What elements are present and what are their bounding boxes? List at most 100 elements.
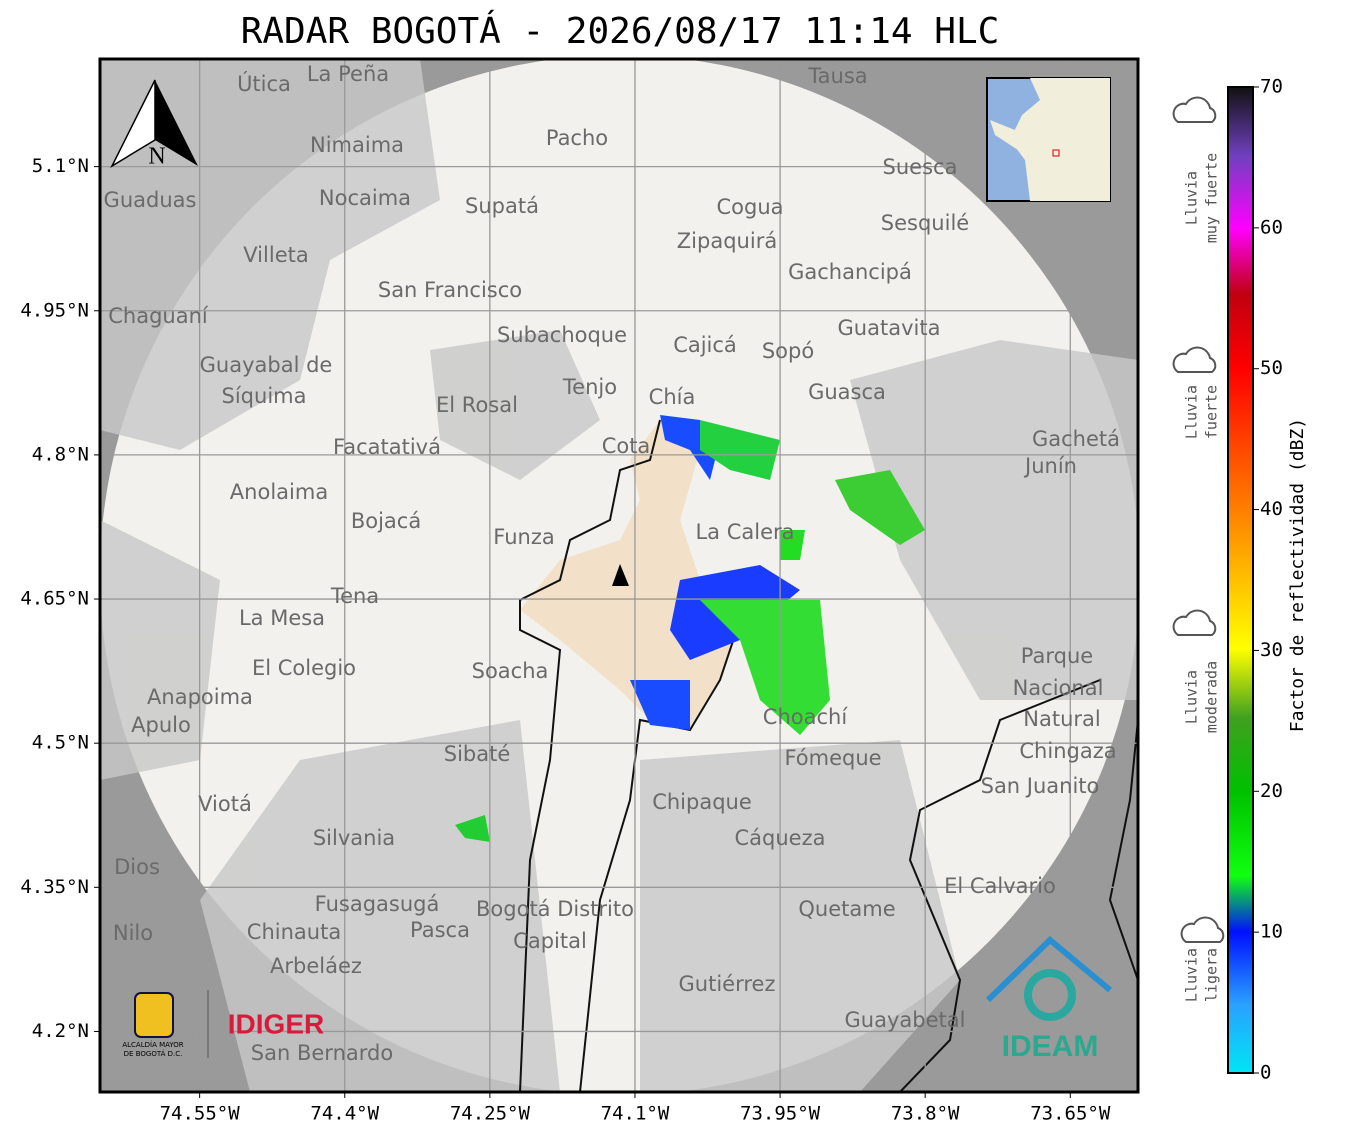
place-label: Anapoima <box>147 685 253 709</box>
place-label: Sibaté <box>444 742 511 766</box>
place-label: Subachoque <box>497 323 627 347</box>
place-label: Apulo <box>131 713 191 737</box>
place-label: Junín <box>1023 454 1077 478</box>
place-label: Cogua <box>716 195 783 219</box>
place-label: Bogotá Distrito <box>476 897 634 921</box>
place-label: Cajicá <box>673 333 737 357</box>
place-label: Cáqueza <box>735 826 826 850</box>
y-tick-label: 4.65°N <box>20 588 89 610</box>
place-label: Facatativá <box>333 435 441 459</box>
place-label: San Juanito <box>981 774 1100 798</box>
place-label: Nilo <box>113 921 153 945</box>
place-label: Capital <box>513 929 587 953</box>
intensity-label: Lluvia <box>1183 670 1201 724</box>
place-label: Gutiérrez <box>679 972 776 996</box>
place-label: Guaduas <box>104 188 197 212</box>
intensity-label: Lluvia <box>1183 171 1201 225</box>
intensity-label: fuerte <box>1203 385 1221 439</box>
place-label: El Rosal <box>436 393 518 417</box>
place-label: Útica <box>237 71 291 96</box>
colorbar-tick-label: 20 <box>1260 780 1283 802</box>
place-label: Guayabal de <box>200 353 333 377</box>
grid <box>100 59 1138 1092</box>
colorbar-tick-label: 60 <box>1260 216 1283 238</box>
place-label: Arbeláez <box>270 954 362 978</box>
colorbar-ticks: 0 10 20 30 40 50 60 70 <box>1253 76 1283 1084</box>
intensity-label: muy fuerte <box>1203 153 1221 243</box>
logo-idiger: IDIGER <box>228 1008 324 1039</box>
logo-ideam: IDEAM <box>985 935 1112 1063</box>
place-label: La Calera <box>695 520 794 544</box>
place-label: Síquima <box>222 384 307 408</box>
x-tick-label: 73.65°W <box>1030 1103 1111 1125</box>
place-label: Nimaima <box>310 133 404 157</box>
place-label: Suesca <box>883 155 958 179</box>
place-label: Parque <box>1021 644 1093 668</box>
colorbar-tick-label: 40 <box>1260 498 1283 520</box>
place-label: Tenjo <box>562 375 617 399</box>
place-label: Silvania <box>313 826 395 850</box>
place-label: Natural <box>1023 707 1100 731</box>
colorbar-tick-label: 70 <box>1260 76 1283 98</box>
place-label: San Francisco <box>378 278 522 302</box>
map-area: La Peña Útica Tausa Pacho Nimaima Nocaima Supa… <box>100 59 1138 1092</box>
place-label: Chaguaní <box>108 304 209 328</box>
place-label: Gachancipá <box>788 260 912 284</box>
logo-text: ALCALDÍA MAYOR <box>122 1040 183 1049</box>
x-tick-label: 74.25°W <box>450 1103 531 1125</box>
colorbar-tick-label: 0 <box>1260 1062 1271 1084</box>
place-label: Anolaima <box>230 480 328 504</box>
intensity-label: moderada <box>1203 661 1221 733</box>
place-label: Nacional <box>1013 676 1104 700</box>
place-label: Tausa <box>807 64 867 88</box>
x-tick-label: 73.8°W <box>891 1103 960 1125</box>
place-label: Choachí <box>763 705 849 729</box>
map-title: RADAR BOGOTÁ - 2026/08/17 11:14 HLC <box>241 10 1000 52</box>
place-label: Supatá <box>465 194 539 218</box>
place-label: El Calvario <box>944 874 1056 898</box>
logo-text: DE BOGOTÁ D.C. <box>124 1049 183 1058</box>
radar-echoes <box>455 415 925 842</box>
x-tick-label: 74.55°W <box>160 1103 241 1125</box>
place-label: Chingaza <box>1019 739 1116 763</box>
y-tick-label: 4.95°N <box>20 299 89 321</box>
x-tick-label: 74.4°W <box>310 1103 379 1125</box>
place-label: Quetame <box>798 897 895 921</box>
logo-ideam-text: IDEAM <box>1002 1030 1099 1063</box>
colorbar <box>1227 86 1254 1074</box>
place-label: Sesquilé <box>881 211 969 235</box>
place-label: Bojacá <box>351 509 421 533</box>
colorbar-tick-label: 10 <box>1260 921 1283 943</box>
place-label: Pasca <box>410 918 470 942</box>
axes: 74.55°W 74.4°W 74.25°W 74.1°W 73.95°W 73.8°W 7… <box>20 155 1111 1124</box>
place-label: Villeta <box>243 243 308 267</box>
x-tick-label: 73.95°W <box>740 1103 821 1125</box>
place-label: Sopó <box>762 339 814 363</box>
y-tick-label: 4.8°N <box>32 443 89 465</box>
place-label: Pacho <box>546 126 608 150</box>
place-label: Zipaquirá <box>677 229 777 253</box>
inset-map <box>986 77 1111 202</box>
place-label: Dios <box>114 855 160 879</box>
y-tick-label: 4.5°N <box>32 732 89 754</box>
y-tick-label: 4.2°N <box>32 1020 89 1042</box>
place-label: Cota <box>602 434 651 458</box>
place-label: La Peña <box>307 62 389 86</box>
place-label: Fusagasugá <box>315 892 440 916</box>
intensity-label: ligera <box>1203 948 1221 1002</box>
places: La Peña Útica Tausa Pacho Nimaima Nocaima Supa… <box>104 62 1120 1065</box>
x-tick-label: 74.1°W <box>601 1103 670 1125</box>
place-label: Tena <box>330 584 379 608</box>
colorbar-tick-label: 50 <box>1260 357 1283 379</box>
north-arrow: N <box>110 79 198 170</box>
place-label: Chinauta <box>247 920 341 944</box>
radar-site <box>612 564 629 586</box>
place-label: La Mesa <box>239 606 325 630</box>
colorbar-label: Factor de reflectividad (dBZ) <box>1287 418 1308 732</box>
place-label: El Colegio <box>252 656 356 680</box>
y-tick-label: 4.35°N <box>20 876 89 898</box>
place-label: Soacha <box>472 659 549 683</box>
